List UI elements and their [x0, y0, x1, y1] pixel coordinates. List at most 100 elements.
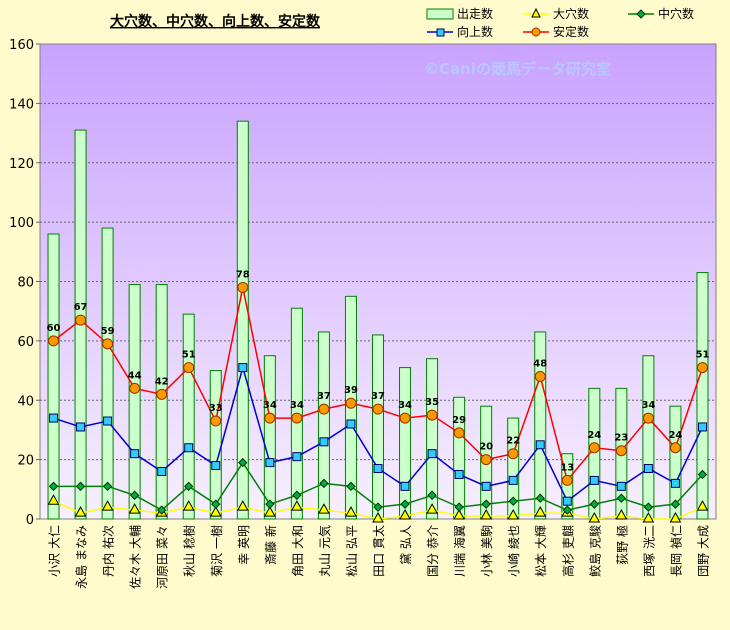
data-label: 37 — [371, 391, 385, 402]
marker-triangle — [318, 503, 330, 514]
marker-triangle — [453, 509, 465, 520]
marker-circle — [372, 403, 384, 415]
marker-square — [697, 422, 707, 432]
legend-label: 出走数 — [457, 6, 493, 21]
data-label: 34 — [641, 400, 655, 411]
y-tick-label: 140 — [9, 97, 34, 112]
marker-diamond — [346, 481, 356, 492]
x-tick-label: 永島 まなみ — [74, 525, 89, 589]
data-label: 20 — [479, 442, 493, 453]
marker-square — [454, 469, 464, 479]
legend-label: 大穴数 — [553, 6, 589, 21]
y-tick-label: 80 — [17, 276, 34, 291]
marker-diamond — [697, 469, 708, 480]
x-tick-label: 河原田 菜々 — [156, 525, 170, 589]
marker-circle — [453, 427, 465, 439]
marker-triangle — [669, 511, 682, 523]
y-tick-label: 100 — [9, 216, 34, 231]
x-tick-label: 田口 貫太 — [371, 525, 386, 577]
y-tick-label: 20 — [17, 454, 34, 469]
data-label: 60 — [47, 323, 61, 334]
marker-triangle — [101, 500, 114, 511]
marker-square — [211, 461, 221, 471]
marker-diamond — [156, 505, 167, 515]
marker-square — [400, 481, 410, 491]
data-labels: 60 67 59 44 42 51 33 78 34 34 37 39 37 34 35 29 20 22 48 13… — [47, 269, 710, 473]
marker-triangle — [507, 509, 520, 520]
y-tick-label: 0 — [26, 513, 34, 528]
x-tick-label: 斎藤 新 — [263, 525, 278, 565]
series-markers — [47, 281, 709, 523]
marker-diamond — [562, 505, 572, 515]
legend-label: 中穴数 — [658, 6, 694, 21]
marker-triangle — [128, 503, 141, 514]
data-label: 34 — [398, 400, 412, 411]
marker-square — [319, 437, 329, 447]
marker-circle — [669, 442, 681, 454]
x-tick-label: 松山 弘平 — [345, 525, 359, 577]
marker-square — [373, 464, 383, 474]
marker-circle — [237, 281, 249, 293]
marker-circle — [534, 371, 546, 382]
marker-diamond — [616, 493, 627, 503]
marker-triangle — [345, 506, 357, 517]
marker-circle — [75, 314, 87, 326]
data-label: 35 — [425, 397, 439, 408]
marker-square — [265, 458, 275, 468]
bar-11 — [317, 331, 330, 520]
marker-triangle — [642, 511, 655, 523]
marker-square — [427, 449, 437, 459]
marker-circle — [399, 412, 411, 424]
marker-circle — [615, 445, 627, 457]
marker-circle — [210, 415, 222, 427]
data-label: 23 — [614, 433, 628, 444]
marker-circle — [345, 397, 357, 409]
data-label: 51 — [182, 350, 196, 361]
marker-square — [157, 467, 167, 476]
marker-diamond — [211, 499, 221, 509]
marker-circle — [102, 338, 114, 350]
data-label: 44 — [128, 370, 142, 381]
data-label: 51 — [696, 350, 710, 361]
data-label: 24 — [668, 430, 682, 441]
watermark: ©Caniの競馬データ研究室 — [424, 60, 611, 78]
x-tick-label: 国分 恭介 — [426, 525, 440, 577]
marker-triangle — [534, 506, 547, 517]
marker-square — [589, 475, 599, 485]
x-tick-label: 幸 英明 — [237, 525, 251, 565]
x-tick-label: 丹内 祐次 — [102, 525, 116, 577]
x-tick-label: 小崎 綾也 — [506, 525, 521, 577]
data-label: 29 — [452, 415, 466, 426]
y-tick-label: 60 — [17, 335, 34, 350]
marker-diamond — [373, 502, 383, 512]
x-tick-label: 丸山 元気 — [317, 525, 332, 577]
marker-diamond — [319, 478, 329, 489]
x-tick-label: 長岡 禎仁 — [669, 525, 683, 577]
data-label: 59 — [101, 326, 115, 337]
marker-circle — [264, 412, 276, 424]
x-tick-label: 小林 美駒 — [480, 525, 494, 577]
legend-marker — [531, 7, 541, 18]
marker-diamond — [427, 490, 437, 500]
marker-circle — [291, 412, 303, 424]
marker-triangle — [372, 511, 384, 523]
marker-square — [130, 449, 140, 459]
marker-diamond — [184, 481, 194, 492]
marker-triangle — [399, 509, 411, 520]
bar-14 — [399, 367, 412, 520]
data-label: 37 — [317, 391, 331, 402]
x-tick-label: 鮫島 克駿 — [587, 525, 602, 577]
marker-circle — [588, 442, 600, 454]
marker-diamond — [400, 499, 410, 509]
bar-21 — [588, 387, 601, 520]
chart-title: 大穴数、中穴数、向上数、安定数 — [110, 13, 321, 30]
data-label: 22 — [506, 436, 520, 447]
bar-25 — [696, 272, 709, 520]
data-label: 48 — [533, 359, 547, 370]
marker-triangle — [47, 494, 60, 505]
marker-square — [76, 422, 86, 432]
marker-square — [103, 416, 113, 426]
x-tick-label: 小沢 大仁 — [48, 525, 62, 577]
